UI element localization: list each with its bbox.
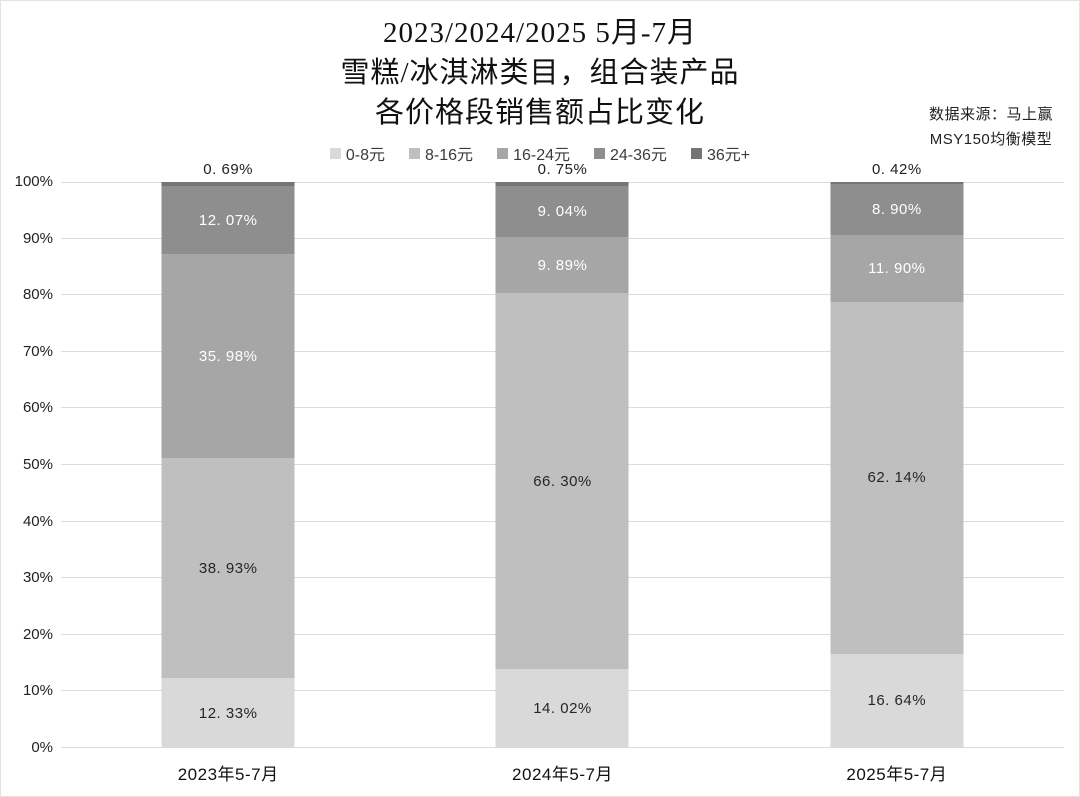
legend-swatch-icon [594,147,605,159]
segment-value-label: 62. 14% [867,469,927,487]
bar-segment-8-16元: 66. 30% [495,293,629,669]
data-source-note: 数据来源：马上赢 MSY150均衡模型 [929,102,1053,152]
y-tick-label: 80% [22,286,53,304]
chart-title-line-3: 各价格段销售额占比变化 [374,97,705,129]
legend-swatch-icon [409,147,421,159]
x-axis-labels: 2023年5-7月 2024年5-7月 2025年5-7月 [61,760,1064,785]
y-tick-label: 100% [14,173,53,190]
bar-segment-8-16元: 62. 14% [830,302,964,654]
bar-segment-16-24元: 11. 90% [830,234,964,303]
legend-label: 8-16元 [425,147,474,164]
segment-value-label: 9. 89% [537,256,588,274]
legend-item-0-8元: 0-8元 [329,141,386,165]
segment-value-label-outside: 0. 69% [203,161,253,178]
y-tick-label: 20% [22,625,53,643]
y-tick-label: 90% [22,229,53,247]
bar-slot-2023年5-7月: 12. 33% 38. 93% 35. 98% 12. 07% 0. 69% [61,161,395,748]
bars-container: 12. 33% 38. 93% 35. 98% 12. 07% 0. 69% 14. 02… [61,161,1064,748]
legend-item-36元+: 36元+ [690,141,751,165]
legend-label: 0-8元 [345,147,386,164]
y-tick-label: 30% [22,569,53,587]
bar-segment-16-24元: 9. 89% [495,237,629,294]
bar-segment-24-36元: 8. 90% [830,184,964,235]
y-tick-label: 60% [22,399,53,417]
legend-label: 24-36元 [610,147,667,164]
legend-swatch-icon [690,147,702,159]
bar-slot-2024年5-7月: 14. 02% 66. 30% 9. 89% 9. 04% 0. 75% [395,161,729,748]
bar-segment-36元+ [161,182,295,186]
y-tick-label: 0% [31,739,53,756]
legend-item-24-36元: 24-36元 [594,141,667,165]
segment-value-label: 14. 02% [533,699,592,717]
data-source-line-1: 数据来源：马上赢 [928,106,1053,123]
x-axis-label-2025年5-7月: 2025年5-7月 [846,765,948,784]
segment-value-label: 16. 64% [867,692,927,710]
segment-value-label: 12. 33% [198,704,258,722]
chart-title-line-2: 雪糕/冰淇淋类目，组合装产品 [340,57,740,89]
chart-legend: 0-8元 8-16元 16-24元 24-36元 36元+ [1,141,1079,165]
legend-label: 36元+ [706,147,751,164]
plot-area: 12. 33% 38. 93% 35. 98% 12. 07% 0. 69% 14. 02… [61,161,1064,748]
segment-value-label-outside: 0. 75% [537,161,588,178]
legend-item-16-24元: 16-24元 [497,141,570,165]
bar-segment-0-8元: 16. 64% [830,653,964,748]
bar-segment-24-36元: 12. 07% [161,185,295,255]
legend-label: 16-24元 [513,147,570,164]
x-axis-label-2023年5-7月: 2023年5-7月 [177,765,279,784]
legend-swatch-icon [329,147,341,159]
legend-swatch-icon [497,147,509,159]
segment-value-label: 8. 90% [871,201,922,219]
x-axis-label-2024年5-7月: 2024年5-7月 [512,765,613,784]
segment-value-label: 38. 93% [198,559,258,577]
chart-title: 2023/2024/2025 5月-7月 雪糕/冰淇淋类目，组合装产品 各价格段… [1,13,1079,133]
bar-segment-36元+ [495,182,629,187]
y-tick-label: 50% [22,456,53,473]
stacked-bar-2025年5-7月: 16. 64% 62. 14% 11. 90% 8. 90% 0. 42% [830,161,964,748]
chart-title-line-1: 2023/2024/2025 5月-7月 [382,17,698,49]
segment-value-label-outside: 0. 42% [871,161,922,178]
segment-value-label: 12. 07% [198,211,258,229]
segment-value-label: 66. 30% [533,472,592,490]
y-tick-label: 10% [22,682,53,700]
stacked-bar-2024年5-7月: 14. 02% 66. 30% 9. 89% 9. 04% 0. 75% [495,161,629,748]
stacked-bar-2023年5-7月: 12. 33% 38. 93% 35. 98% 12. 07% 0. 69% [161,161,295,748]
legend-item-8-16元: 8-16元 [409,141,473,165]
bar-segment-16-24元: 35. 98% [161,254,295,458]
bar-segment-0-8元: 14. 02% [495,668,629,748]
y-tick-label: 40% [22,512,53,530]
bar-segment-36元+ [830,182,964,185]
bar-segment-8-16元: 38. 93% [161,457,295,679]
bar-segment-0-8元: 12. 33% [161,678,295,748]
segment-value-label: 35. 98% [198,347,258,365]
segment-value-label: 9. 04% [537,203,588,221]
segment-value-label: 11. 90% [868,259,926,277]
data-source-line-2: MSY150均衡模型 [929,131,1053,148]
bar-segment-24-36元: 9. 04% [495,186,629,238]
y-tick-label: 70% [22,342,53,360]
bar-slot-2025年5-7月: 16. 64% 62. 14% 11. 90% 8. 90% 0. 42% [730,161,1064,748]
